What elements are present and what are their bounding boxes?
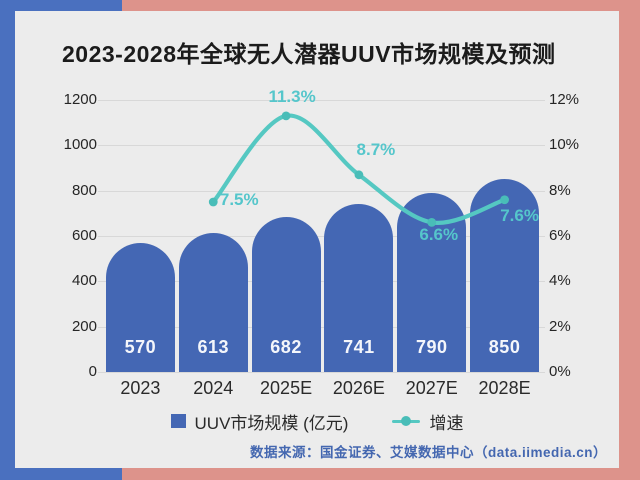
line-marker-icon — [392, 416, 421, 426]
bar-value-label: 682 — [270, 336, 302, 357]
axis-tick-right: 8% — [549, 181, 571, 199]
bar-value-label: 790 — [415, 336, 448, 357]
growth-value-label: 7.5% — [219, 190, 259, 209]
axis-tick-right: 4% — [549, 272, 571, 290]
legend-item-line: 增速 — [392, 409, 463, 434]
legend-item-bar: UUV市场规模 (亿元) — [170, 409, 349, 434]
legend-bar-label: UUV市场规模 (亿元) — [194, 413, 349, 433]
growth-value-label: 11.3% — [268, 86, 316, 106]
gridline — [98, 145, 545, 147]
axis-tick-right: 2% — [549, 317, 571, 335]
growth-value-label: 8.7% — [356, 139, 396, 159]
gridline — [98, 236, 545, 237]
bar-value-label: 741 — [343, 336, 375, 357]
axis-tick-left: 1200 — [63, 91, 97, 108]
gridline — [98, 326, 545, 328]
legend-line-label: 增速 — [429, 413, 464, 433]
bar: 613 — [178, 233, 248, 372]
x-axis-label: 2024 — [193, 378, 234, 398]
bar-swatch-icon — [170, 414, 186, 428]
x-axis-label: 2027E — [405, 378, 458, 398]
x-axis-label: 2026E — [332, 378, 385, 398]
chart-card: 2023-2028年全球无人潜器UUV市场规模及预测 1200 1000 800 60… — [15, 11, 619, 468]
bar: 570 — [105, 242, 175, 372]
axis-tick-left: 800 — [71, 181, 97, 199]
axis-tick-left: 0 — [88, 363, 97, 380]
source-note: 数据来源：国金证券、艾媒数据中心（data.iimedia.cn） — [249, 445, 607, 460]
x-axis-label: 2028E — [478, 378, 531, 398]
bar-value-label: 570 — [124, 336, 157, 357]
axis-tick-left: 200 — [71, 317, 97, 335]
x-axis-label: 2023 — [120, 378, 161, 398]
growth-value-label: 7.6% — [500, 205, 539, 225]
gridline — [98, 281, 545, 283]
bar-value-label: 613 — [197, 336, 230, 357]
bar-value-label: 850 — [488, 336, 521, 357]
x-axis-label: 2025E — [260, 378, 313, 398]
axis-tick-right: 0% — [549, 363, 571, 380]
bar: 741 — [324, 204, 394, 372]
axis-tick-right: 10% — [549, 136, 580, 154]
gridline — [98, 372, 545, 373]
legend: UUV市场规模 (亿元) 增速 — [15, 409, 619, 433]
axis-tick-left: 400 — [71, 272, 97, 290]
gridline — [98, 100, 545, 101]
axis-tick-right: 12% — [549, 91, 580, 108]
growth-point — [354, 170, 364, 180]
bar: 790 — [397, 192, 467, 372]
growth-point — [208, 197, 218, 207]
chart-title: 2023-2028年全球无人潜器UUV市场规模及预测 — [62, 41, 556, 67]
axis-tick-right: 6% — [549, 227, 571, 244]
growth-value-label: 6.6% — [419, 225, 459, 245]
axis-tick-left: 600 — [71, 227, 97, 244]
growth-point — [281, 111, 291, 121]
bar: 682 — [251, 217, 321, 372]
axis-tick-left: 1000 — [63, 136, 97, 154]
